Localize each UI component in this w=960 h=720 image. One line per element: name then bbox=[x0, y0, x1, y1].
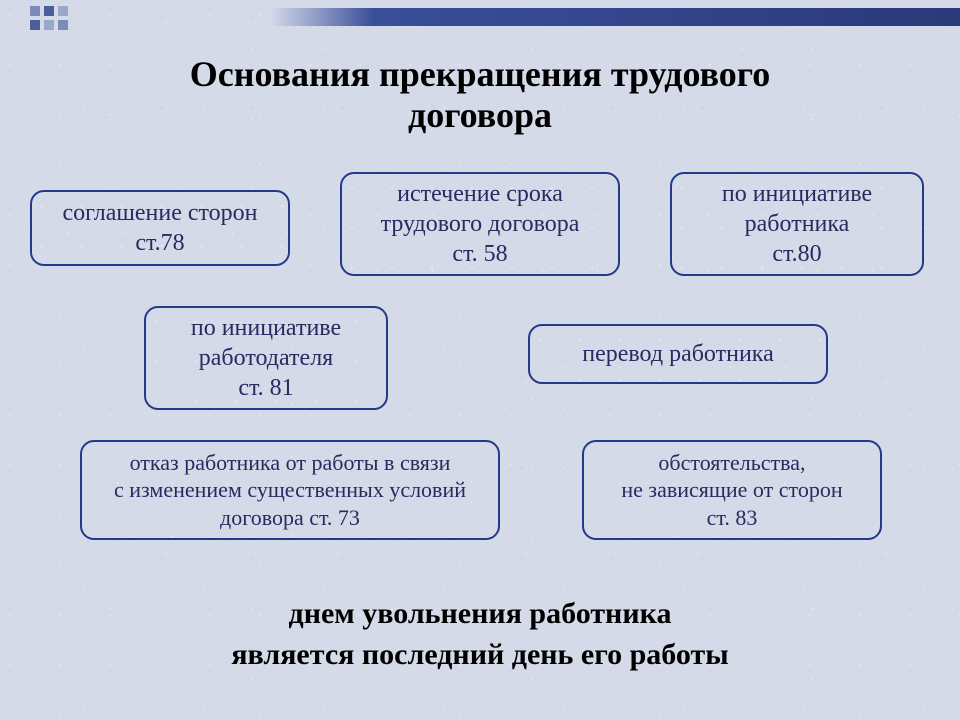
title-line2: договора bbox=[0, 95, 960, 136]
box-independent: обстоятельства,не зависящие от сторонст.… bbox=[582, 440, 882, 540]
box-employee: по инициативеработникаст.80 bbox=[670, 172, 924, 276]
box-employer: по инициативеработодателяст. 81 bbox=[144, 306, 388, 410]
box-transfer: перевод работника bbox=[528, 324, 828, 384]
title-line1: Основания прекращения трудового bbox=[0, 54, 960, 95]
header-decoration bbox=[0, 0, 960, 36]
box-expiry: истечение срокатрудового договораст. 58 bbox=[340, 172, 620, 276]
slide-title: Основания прекращения трудового договора bbox=[0, 54, 960, 137]
box-agreement: соглашение сторонст.78 bbox=[30, 190, 290, 266]
footer-line1: днем увольнения работника bbox=[0, 594, 960, 635]
footer-line2: является последний день его работы bbox=[0, 635, 960, 676]
deco-bar bbox=[270, 8, 960, 26]
box-refusal: отказ работника от работы в связис измен… bbox=[80, 440, 500, 540]
deco-squares bbox=[30, 6, 68, 30]
footer-text: днем увольнения работника является после… bbox=[0, 594, 960, 675]
